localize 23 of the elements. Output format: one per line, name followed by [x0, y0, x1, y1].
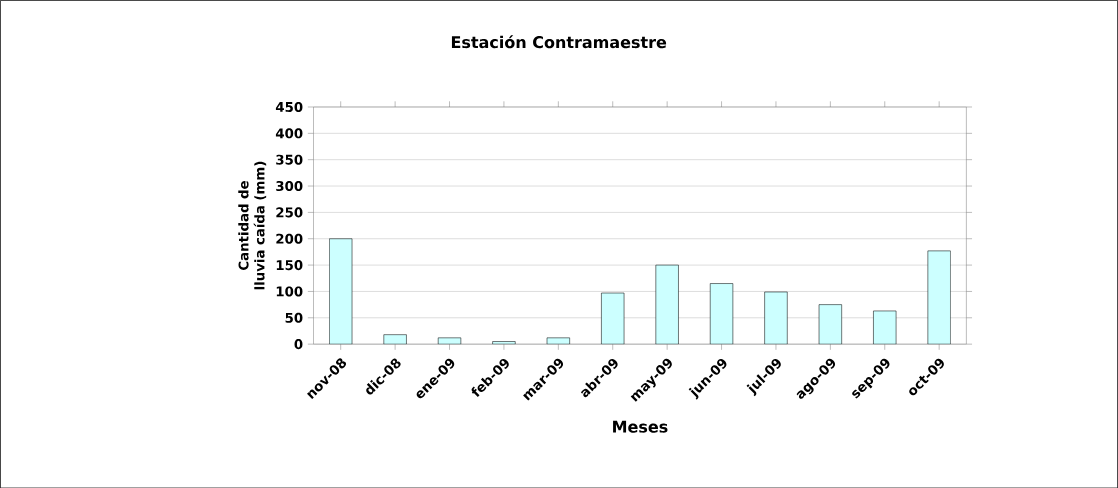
- x-axis-title: Meses: [613, 420, 668, 433]
- y-axis-title: Cantidad de lluvia caída (mm): [238, 161, 267, 290]
- y-tick-label: 450: [275, 101, 303, 112]
- bar: [873, 310, 897, 344]
- y-tick-label: 350: [276, 154, 303, 165]
- bar: [437, 337, 462, 344]
- y-tick-label: 300: [276, 180, 303, 191]
- bar: [764, 291, 788, 344]
- y-tick-label: 250: [276, 207, 303, 218]
- bar: [818, 304, 842, 344]
- y-tick-label: 200: [276, 233, 303, 244]
- y-tick-label: 150: [276, 259, 303, 270]
- bar: [601, 292, 625, 344]
- bar: [655, 264, 679, 344]
- chart-title: Estación Contramaestre: [451, 34, 667, 48]
- y-tick-label: 0: [294, 338, 303, 349]
- bar: [546, 337, 570, 344]
- bar: [492, 341, 516, 344]
- y-tick-label: 400: [275, 128, 303, 139]
- bar: [709, 283, 734, 344]
- bar: [383, 334, 407, 344]
- y-tick-label: 100: [276, 286, 303, 297]
- y-tick-label: 50: [285, 312, 303, 323]
